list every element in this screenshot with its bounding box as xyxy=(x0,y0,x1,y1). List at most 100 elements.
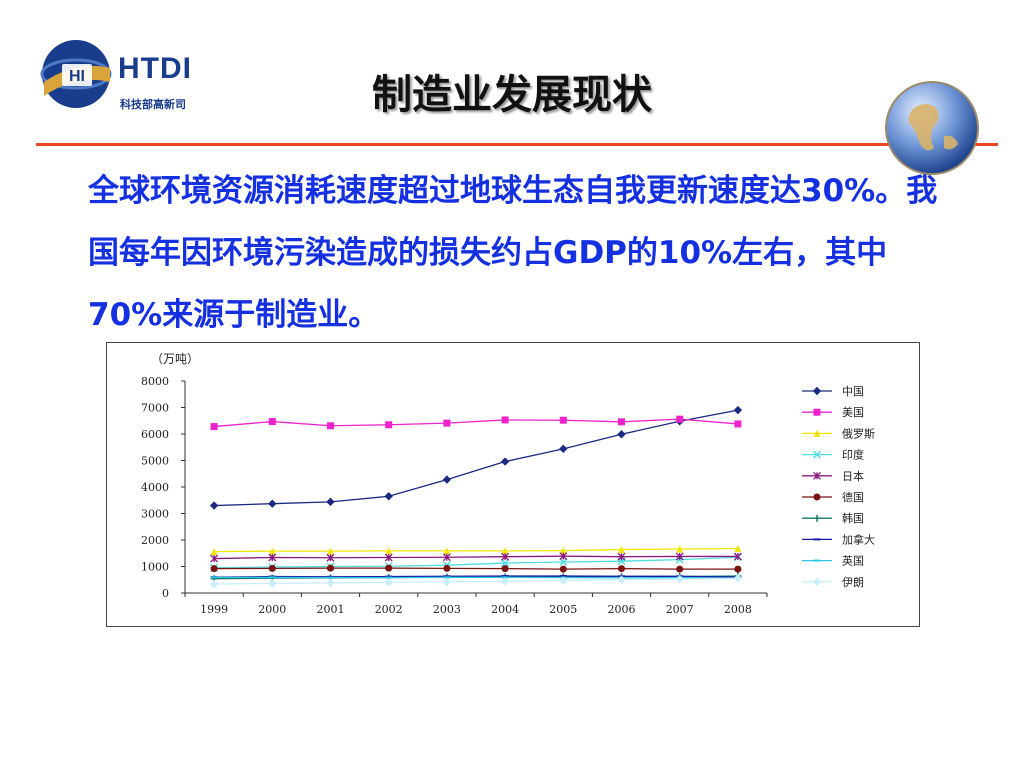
series-1-point xyxy=(385,421,393,429)
series-0-point xyxy=(268,499,277,508)
series-2-point xyxy=(676,545,684,553)
series-1-point xyxy=(443,419,451,427)
series-line-3 xyxy=(214,556,738,569)
y-tick-label: 2000 xyxy=(141,534,169,547)
chart-frame: （万吨） 0 1000 2000 3000 4000 5000 6000 7000 8000 199… xyxy=(106,342,920,627)
body-text: 全球环境资源消耗速度超过地球生态自我更新速度达30%。我国每年因环境污染造成的损… xyxy=(88,173,938,333)
series-4-point xyxy=(501,552,510,561)
legend-label: 伊朗 xyxy=(842,576,864,589)
legend-marker xyxy=(812,577,822,587)
legend-label: 德国 xyxy=(842,490,864,504)
series-3-point xyxy=(559,557,568,567)
series-2-point xyxy=(443,547,451,555)
series-1-point xyxy=(501,416,509,424)
series-9-point xyxy=(559,576,568,585)
legend-label: 日本 xyxy=(842,469,864,483)
series-2-point xyxy=(385,547,393,555)
x-tick-label: 2001 xyxy=(317,603,345,616)
logo-name: HTDI xyxy=(118,52,192,85)
series-9-point xyxy=(617,575,626,584)
series-4-point xyxy=(733,552,742,561)
series-0-point xyxy=(500,457,510,466)
y-tick-label: 7000 xyxy=(141,402,169,415)
series-line-4 xyxy=(214,555,738,560)
y-axis-label: （万吨） xyxy=(151,352,199,366)
legend-marker xyxy=(812,386,822,396)
y-tick-label: 8000 xyxy=(141,375,169,388)
x-tick-label: 2008 xyxy=(724,603,752,616)
series-8-point xyxy=(210,576,218,579)
legend-label: 中国 xyxy=(842,385,864,398)
series-2-point xyxy=(734,544,742,552)
legend-marker xyxy=(812,450,822,459)
x-tick-label: 2006 xyxy=(608,603,636,616)
legend-label: 英国 xyxy=(842,554,864,568)
series-line-5 xyxy=(214,567,738,570)
logo-emblem-letters: HI xyxy=(69,68,85,85)
y-tick-label: 3000 xyxy=(141,508,169,521)
series-line-2 xyxy=(214,547,738,553)
series-9-point xyxy=(268,579,277,588)
series-4-point xyxy=(559,552,568,561)
series-5-point xyxy=(268,564,276,572)
legend-marker xyxy=(813,408,821,416)
series-9-point xyxy=(733,573,743,583)
series-0-point xyxy=(384,492,393,501)
slide-title: 制造业发展现状 xyxy=(372,72,652,118)
line-chart: （万吨） 0 1000 2000 3000 4000 5000 6000 7000 8000 199… xyxy=(141,352,875,616)
title-divider xyxy=(36,143,998,146)
series-1-point xyxy=(734,420,742,428)
logo-globe-icon: HI xyxy=(40,40,112,108)
series-line-9 xyxy=(214,577,738,585)
series-2-point xyxy=(210,548,218,556)
series-4-point xyxy=(268,553,277,562)
y-tick-label: 4000 xyxy=(141,481,169,494)
series-7-point xyxy=(443,575,451,578)
legend-marker xyxy=(813,493,821,501)
series-4-point xyxy=(442,553,451,562)
series-5-point xyxy=(501,565,509,573)
series-0-point xyxy=(733,405,743,415)
series-9-point xyxy=(209,579,219,589)
series-0-point xyxy=(326,497,335,507)
legend-marker xyxy=(813,429,821,437)
legend-label: 加拿大 xyxy=(842,532,875,546)
series-1-point xyxy=(210,423,218,431)
series-9-point xyxy=(675,575,684,584)
series-0-point xyxy=(209,501,219,510)
legend-marker xyxy=(813,514,821,522)
legend-label: 韩国 xyxy=(842,511,864,525)
x-tick-label: 2004 xyxy=(491,603,519,616)
series-1-point xyxy=(559,416,567,424)
series-5-point xyxy=(210,565,218,573)
x-tick-label: 2002 xyxy=(375,603,403,616)
series-9-point xyxy=(384,578,393,587)
x-tick-label: 2007 xyxy=(666,603,694,616)
legend-marker xyxy=(813,538,821,541)
x-tick-label: 2005 xyxy=(549,603,577,616)
series-1-point xyxy=(676,415,684,423)
x-tick-label: 1999 xyxy=(200,603,228,616)
series-1-point xyxy=(327,422,334,430)
company-logo: HI HTDI 科技部高新司 xyxy=(40,38,230,114)
series-5-point xyxy=(618,565,625,573)
legend-label: 印度 xyxy=(842,448,864,462)
series-4-point xyxy=(675,552,684,561)
series-0-point xyxy=(442,475,452,484)
series-8-point xyxy=(443,576,451,579)
series-8-point xyxy=(327,576,334,579)
series-2-point xyxy=(501,547,509,555)
series-3-point xyxy=(501,559,510,568)
y-tick-label: 5000 xyxy=(141,455,169,468)
logo-subtitle: 科技部高新司 xyxy=(120,98,186,111)
series-8-point xyxy=(385,576,393,579)
series-2-point xyxy=(559,547,567,555)
legend-marker xyxy=(813,471,821,480)
y-tick-label: 6000 xyxy=(141,428,169,441)
series-5-point xyxy=(559,565,567,573)
series-1-point xyxy=(268,418,276,426)
legend-marker xyxy=(813,559,821,562)
series-2-point xyxy=(618,546,625,554)
series-0-point xyxy=(559,444,568,454)
series-line-1 xyxy=(214,418,738,428)
